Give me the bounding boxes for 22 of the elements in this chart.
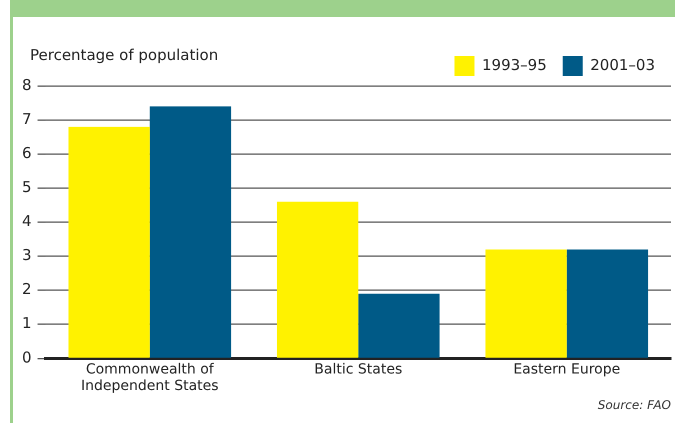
y-tick-label: 0 <box>22 348 32 366</box>
bar <box>150 106 232 358</box>
y-tick-label: 8 <box>22 76 32 94</box>
y-tick-label: 4 <box>22 212 32 230</box>
bar <box>68 126 150 358</box>
source-note: Source: FAO <box>598 398 671 412</box>
bar <box>276 202 358 358</box>
bar <box>566 249 648 358</box>
y-tick-label: 7 <box>22 110 32 128</box>
y-tick-label: 2 <box>22 280 32 298</box>
x-tick-label: Eastern Europe <box>513 361 620 378</box>
y-tick-label: 5 <box>22 178 32 196</box>
legend-label: 1993–95 <box>482 56 547 74</box>
y-tick-label: 1 <box>22 314 32 332</box>
y-tick-label: 3 <box>22 246 32 264</box>
y-axis-title: Percentage of population <box>30 46 218 64</box>
bar <box>358 294 440 358</box>
x-tick-label: Commonwealth of Independent States <box>81 361 219 394</box>
y-tick-label: 6 <box>22 144 32 162</box>
x-tick-label: Baltic States <box>314 361 402 378</box>
bar <box>485 249 567 358</box>
legend-label: 2001–03 <box>590 56 656 74</box>
